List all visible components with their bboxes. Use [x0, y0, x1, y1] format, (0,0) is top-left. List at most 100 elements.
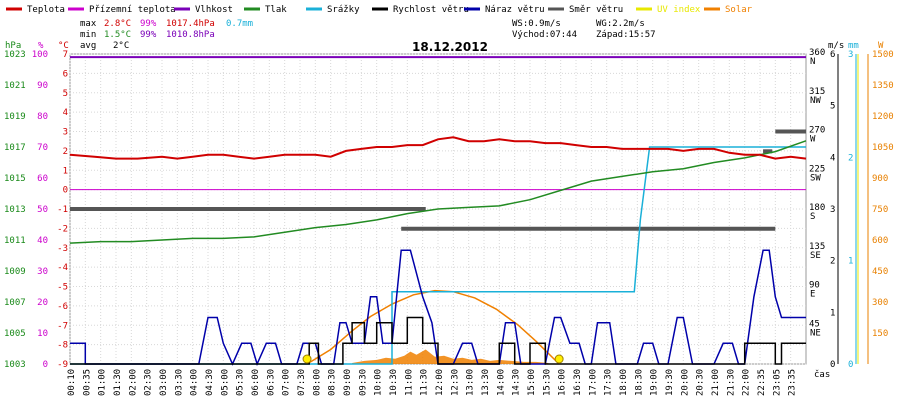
tick-ms: 6: [830, 50, 835, 60]
tick-w: 1200: [872, 112, 894, 122]
x-tick-label: 20:00: [680, 369, 690, 396]
tick-mm: 1: [848, 257, 853, 267]
tick-pct: 50: [37, 205, 48, 215]
sun-marker: [554, 354, 564, 364]
stat-max-temp: 2.8°C: [104, 19, 131, 29]
tick-c: 4: [63, 108, 68, 118]
legend-label-rain: Srážky: [327, 5, 360, 15]
sunset-text: Západ:15:57: [596, 30, 656, 40]
x-tick-label: 20:30: [696, 369, 706, 396]
tick-hpa: 1023: [4, 50, 26, 60]
tick-ms: 5: [830, 102, 835, 112]
tick-dir-deg: 360: [809, 48, 825, 58]
x-tick-label: 09:00: [343, 369, 353, 396]
tick-hpa: 1011: [4, 236, 26, 246]
chart-title: 18.12.2012: [412, 40, 488, 54]
tick-hpa: 1003: [4, 360, 26, 370]
x-tick-label: 10:30: [389, 369, 399, 396]
x-tick-label: 18:30: [634, 369, 644, 396]
stat-min-hum: 99%: [140, 30, 157, 40]
tick-ms: 3: [830, 205, 835, 215]
tick-ms: 4: [830, 153, 835, 163]
tick-w: 900: [872, 174, 888, 184]
tick-ms: 0: [830, 360, 835, 370]
tick-w: 1350: [872, 81, 894, 91]
x-tick-label: 16:00: [558, 369, 568, 396]
tick-hpa: 1017: [4, 143, 26, 153]
x-tick-label: 16:30: [573, 369, 583, 396]
tick-c: 5: [63, 89, 68, 99]
x-tick-label: 01:00: [98, 369, 108, 396]
tick-mm: 3: [848, 50, 853, 60]
right-axes: 360N315NW270W225SW180S135SE90E45NE012345…: [809, 48, 894, 370]
stat-avg-label: avg: [80, 41, 96, 51]
x-tick-label: 01:30: [113, 369, 123, 396]
x-tick-label: 23:35: [788, 369, 798, 396]
x-tick-label: 17:30: [604, 369, 614, 396]
tick-c: 3: [63, 128, 68, 138]
x-tick-label: 02:00: [128, 369, 138, 396]
stat-avg-temp: 2°C: [113, 41, 129, 51]
tick-w: 1050: [872, 143, 894, 153]
x-tick-label: 18:00: [619, 369, 629, 396]
x-tick-label: 19:00: [650, 369, 660, 396]
tick-pct: 30: [37, 267, 48, 277]
x-tick-label: 15:30: [542, 369, 552, 396]
legend-label-pressure: Tlak: [265, 5, 287, 15]
tick-dir-deg: 45: [809, 319, 820, 329]
legend: Teplota Přízemní teplota Vlhkost Tlak Srážky…: [6, 5, 753, 15]
axis-title-pct: %: [38, 41, 44, 51]
tick-dir-deg: 225: [809, 164, 825, 174]
x-tick-label: 04:30: [205, 369, 215, 396]
tick-dir-compass: S: [810, 212, 815, 222]
left-axes: 1003100510071009101110131015101710191021…: [4, 50, 68, 370]
tick-c: 2: [63, 147, 68, 157]
x-tick-label: 03:00: [159, 369, 169, 396]
x-tick-label: 21:00: [711, 369, 721, 396]
x-tick-label: 05:00: [220, 369, 230, 396]
x-tick-label: 07:00: [282, 369, 292, 396]
x-tick-label: 15:00: [527, 369, 537, 396]
stat-max-press: 1017.4hPa: [166, 19, 215, 29]
series-temp: [69, 136, 807, 160]
x-tick-label: 02:30: [144, 369, 154, 396]
legend-label-direction: Směr větru: [569, 5, 623, 15]
x-tick-label: 12:30: [450, 369, 460, 396]
tick-dir-deg: 315: [809, 87, 825, 97]
series-pressure: [69, 140, 807, 244]
axis-title-ms: m/s: [828, 41, 844, 51]
tick-dir-compass: NE: [810, 328, 821, 338]
x-tick-label: 14:00: [496, 369, 506, 396]
x-tick-label: 13:30: [481, 369, 491, 396]
tick-c: -5: [57, 283, 68, 293]
tick-pct: 80: [37, 112, 48, 122]
wind-gust-text: WG:2.2m/s: [596, 19, 645, 29]
x-tick-label: 11:30: [420, 369, 430, 396]
tick-hpa: 1009: [4, 267, 26, 277]
sun-marker: [302, 354, 312, 364]
x-tick-label: 13:00: [466, 369, 476, 396]
x-tick-label: 10:00: [374, 369, 384, 396]
x-tick-label: 22:00: [742, 369, 752, 396]
legend-label-wind: Rychlost větru: [393, 5, 469, 15]
x-tick-label: 07:30: [297, 369, 307, 396]
tick-c: 7: [63, 50, 68, 60]
x-tick-label: 19:30: [665, 369, 675, 396]
tick-hpa: 1007: [4, 298, 26, 308]
axis-title-time: čas: [814, 369, 830, 380]
stat-max-rain: 0.7mm: [226, 19, 253, 29]
sunrise-text: Východ:07:44: [512, 30, 577, 40]
tick-hpa: 1013: [4, 205, 26, 215]
tick-dir-compass: SW: [810, 173, 821, 183]
tick-c: -8: [57, 341, 68, 351]
tick-w: 1500: [872, 50, 894, 60]
x-tick-label: 08:00: [312, 369, 322, 396]
x-tick-label: 00:35: [82, 369, 92, 396]
tick-c: 6: [63, 69, 68, 79]
tick-c: -6: [57, 302, 68, 312]
tick-pct: 90: [37, 81, 48, 91]
x-tick-label: 12:00: [435, 369, 445, 396]
x-tick-label: 09:30: [358, 369, 368, 396]
